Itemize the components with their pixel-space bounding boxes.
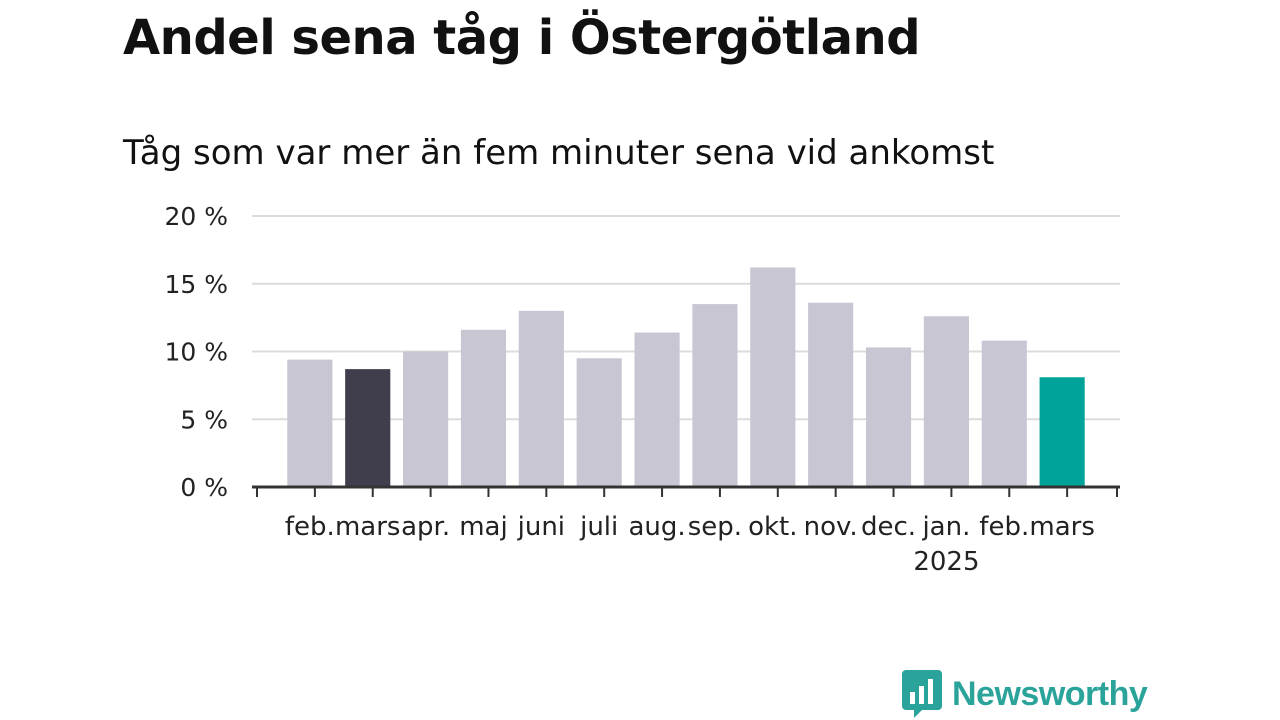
bars <box>287 267 1085 487</box>
x-tick-label: mars <box>335 512 401 542</box>
newsworthy-logo-icon <box>902 670 942 718</box>
x-tick-label: apr. <box>401 512 450 542</box>
y-tick-label: 15 % <box>164 270 228 299</box>
x-tick-label: nov. <box>804 512 858 542</box>
bar <box>692 304 738 487</box>
x-tick-label: mars <box>1029 512 1095 542</box>
bar-chart: 0 %5 %10 %15 %20 % feb. mars apr. maj juni ju… <box>164 202 1120 577</box>
bar <box>403 351 449 487</box>
y-tick-label: 0 % <box>180 473 228 502</box>
x-axis-labels: feb. mars apr. maj juni juli aug. sep. okt. nov. d… <box>285 512 1095 577</box>
y-axis-labels: 0 % 5 % 10 % 15 % 20 % <box>164 202 228 502</box>
x-tick-label: feb. <box>979 512 1029 542</box>
x-tick-label: aug. <box>628 512 685 542</box>
bar <box>576 358 622 487</box>
bar <box>518 310 564 487</box>
bar <box>750 267 796 487</box>
x-tick-label: juli <box>579 512 618 542</box>
grid-lines <box>252 215 1120 421</box>
bar <box>1039 377 1085 487</box>
bar <box>923 316 969 487</box>
bar <box>981 340 1027 487</box>
bar <box>634 332 680 487</box>
y-tick-label: 20 % <box>164 202 228 231</box>
bar <box>865 347 912 487</box>
y-tick-label: 10 % <box>164 338 228 367</box>
bar <box>808 302 854 487</box>
chart-subtitle: Tåg som var mer än fem minuter sena vid … <box>123 133 995 173</box>
bar <box>287 359 333 487</box>
x-tick-label: dec. <box>861 512 916 542</box>
brand-logo: Newsworthy <box>902 670 1148 718</box>
y-tick-label: 5 % <box>180 405 228 434</box>
x-tick-label: maj <box>459 512 507 542</box>
x-year-label: 2025 <box>913 547 979 577</box>
x-tick-label: okt. <box>748 512 797 542</box>
x-tick-label: sep. <box>688 512 742 542</box>
x-axis <box>252 485 1120 497</box>
x-tick-label: jan. <box>921 512 970 542</box>
bar <box>345 369 391 487</box>
brand-name: Newsworthy <box>952 674 1148 713</box>
x-tick-label: juni <box>517 512 565 542</box>
chart-title: Andel sena tåg i Östergötland <box>123 10 921 66</box>
x-tick-label: feb. <box>285 512 335 542</box>
bar <box>460 329 507 487</box>
